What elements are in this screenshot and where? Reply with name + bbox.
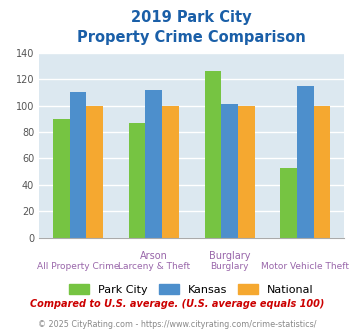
Bar <box>146 90 162 238</box>
Text: Arson: Arson <box>140 250 168 261</box>
Bar <box>221 104 238 238</box>
Bar <box>162 106 179 238</box>
Legend: Park City, Kansas, National: Park City, Kansas, National <box>70 284 314 295</box>
Text: © 2025 CityRating.com - https://www.cityrating.com/crime-statistics/: © 2025 CityRating.com - https://www.city… <box>38 320 317 329</box>
Title: 2019 Park City
Property Crime Comparison: 2019 Park City Property Crime Comparison <box>77 10 306 45</box>
Bar <box>70 92 86 238</box>
Text: All Property Crime: All Property Crime <box>37 262 119 271</box>
Text: Compared to U.S. average. (U.S. average equals 100): Compared to U.S. average. (U.S. average … <box>30 299 325 309</box>
Bar <box>129 123 146 238</box>
Bar <box>86 106 103 238</box>
Bar <box>238 106 255 238</box>
Text: Burglary: Burglary <box>211 262 249 271</box>
Bar <box>53 119 70 238</box>
Bar <box>297 86 314 238</box>
Text: Larceny & Theft: Larceny & Theft <box>118 262 190 271</box>
Bar <box>280 168 297 238</box>
Text: Motor Vehicle Theft: Motor Vehicle Theft <box>261 262 349 271</box>
Bar <box>204 71 221 238</box>
Text: Burglary: Burglary <box>209 250 250 261</box>
Bar <box>314 106 331 238</box>
